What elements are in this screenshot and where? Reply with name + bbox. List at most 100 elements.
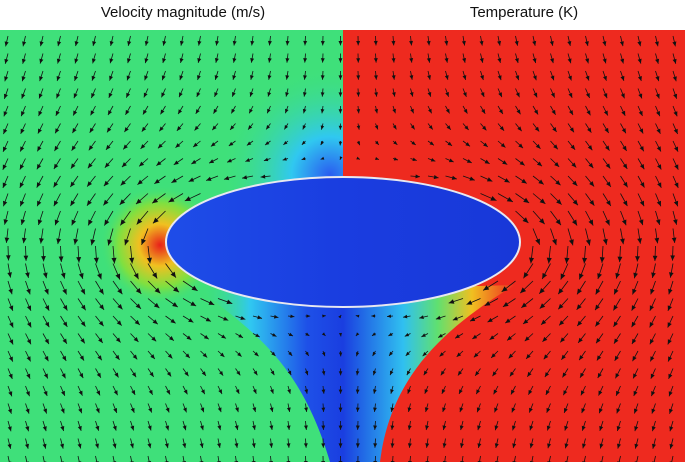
arrow-head <box>581 425 586 431</box>
arrow-head <box>550 75 555 81</box>
arrow-head <box>161 75 166 81</box>
arrow-head <box>148 389 153 395</box>
arrow-head <box>182 425 187 431</box>
arrow-head <box>391 75 396 80</box>
arrow-head <box>286 425 291 430</box>
arrow-head <box>304 370 309 376</box>
arrow-head <box>235 407 239 413</box>
arrow-head <box>143 92 148 98</box>
arrow-shaft <box>217 455 220 462</box>
arrow-head <box>285 58 290 63</box>
arrow-head <box>303 443 308 448</box>
arrow-head <box>559 320 565 326</box>
arrow-head <box>320 92 325 97</box>
arrow-head <box>80 338 85 344</box>
arrow-head <box>252 425 256 430</box>
arrow-head <box>621 110 626 116</box>
arrow-head <box>60 426 65 432</box>
arrow-head <box>579 355 584 361</box>
arrow-head <box>668 391 673 397</box>
arrow-head <box>90 110 95 116</box>
arrow-head <box>96 390 101 396</box>
arrow-head <box>111 257 117 264</box>
arrow-head <box>4 237 10 243</box>
arrow-head <box>639 200 645 207</box>
arrow-head <box>26 288 31 295</box>
arrow-head <box>514 40 519 46</box>
arrow-shaft <box>653 455 656 462</box>
arrow-head <box>97 273 102 280</box>
arrow-head <box>78 273 84 279</box>
arrow-head <box>255 333 260 338</box>
arrow-head <box>572 180 578 186</box>
arrow-head <box>197 40 202 46</box>
arrow-head <box>586 110 591 116</box>
arrow-head <box>129 443 134 449</box>
arrow-head <box>98 320 104 327</box>
arrow-head <box>165 425 170 431</box>
arrow-head <box>620 58 625 64</box>
arrow-head <box>442 407 446 413</box>
arrow-head <box>558 288 564 295</box>
arrow-head <box>240 315 246 320</box>
arrow-head <box>651 391 656 397</box>
arrow-head <box>654 41 659 47</box>
arrow-head <box>532 75 537 81</box>
arrow-head <box>616 408 621 414</box>
arrow-head <box>260 174 266 179</box>
arrow-head <box>613 304 618 311</box>
arrow-head <box>44 338 49 345</box>
arrow-head <box>74 41 79 47</box>
arrow-head <box>419 315 424 320</box>
arrow-head <box>267 75 272 80</box>
arrow-head <box>509 371 515 377</box>
arrow-shaft <box>252 455 255 462</box>
arrow-head <box>510 389 515 395</box>
arrow-head <box>595 288 601 295</box>
arrow-head <box>476 407 481 413</box>
arrow-shaft <box>392 455 394 462</box>
arrow-head <box>179 58 184 63</box>
arrow-head <box>144 75 149 81</box>
arrow-head <box>455 334 460 339</box>
arrow-head <box>466 159 472 163</box>
arrow-head <box>561 354 566 360</box>
arrow-head <box>588 162 594 169</box>
arrow-head <box>539 303 546 309</box>
arrow-head <box>602 75 607 81</box>
arrow-head <box>649 305 655 311</box>
arrow-head <box>215 40 220 46</box>
arrow-head <box>131 390 136 396</box>
arrow-head <box>55 110 60 116</box>
arrow-head <box>257 315 263 320</box>
arrow-head <box>656 111 660 117</box>
arrow-head <box>321 389 326 394</box>
arrow-head <box>98 288 104 295</box>
arrow-head <box>356 58 361 63</box>
arrow-head <box>214 58 219 63</box>
arrow-shaft <box>601 455 604 462</box>
arrow-head <box>538 179 544 185</box>
arrow-head <box>269 407 274 412</box>
arrow-head <box>544 372 550 378</box>
arrow-head <box>168 197 175 203</box>
arrow-head <box>286 407 291 412</box>
arrow-head <box>614 288 619 295</box>
arrow-head <box>25 272 30 278</box>
arrow-head <box>438 333 443 338</box>
arrow-head <box>20 146 25 152</box>
arrow-head <box>73 110 78 116</box>
arrow-head <box>415 174 420 179</box>
arrow-head <box>127 58 131 64</box>
arrow-head <box>464 125 469 131</box>
arrow-head <box>117 288 123 295</box>
arrow-head <box>619 41 624 47</box>
arrow-head <box>123 144 128 150</box>
arrow-head <box>508 353 514 359</box>
arrow-head <box>444 75 449 80</box>
arrow-head <box>475 371 480 376</box>
arrow-head <box>77 425 82 431</box>
arrow-head <box>235 389 240 394</box>
arrow-head <box>673 200 679 207</box>
arrow-head <box>236 370 241 376</box>
